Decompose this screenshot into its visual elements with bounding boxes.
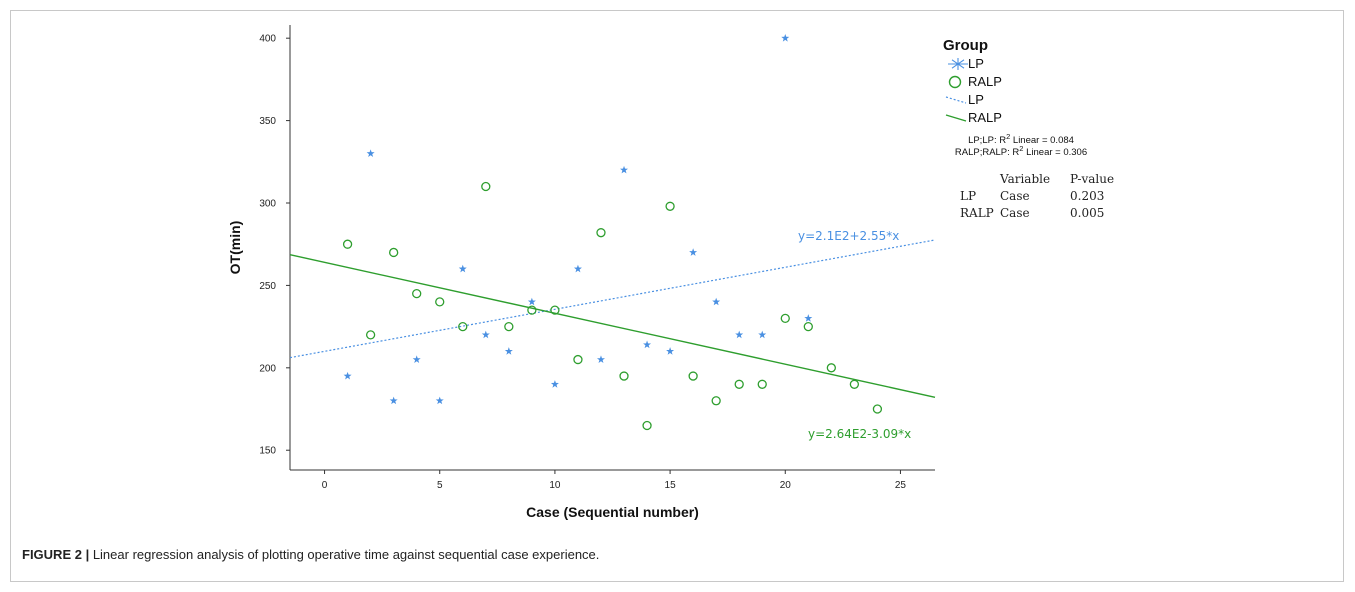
x-tick-label: 5 [437, 480, 443, 491]
point-ralp [481, 181, 491, 192]
x-tick-label: 15 [665, 480, 677, 491]
pvalue-cell: Case [1000, 189, 1030, 203]
point-ralp [389, 247, 399, 258]
y-tick-label: 300 [259, 199, 276, 210]
x-tick-label: 20 [780, 480, 792, 491]
figure-caption: FIGURE 2 | Linear regression analysis of… [22, 547, 599, 562]
legend-solid-line-icon [945, 114, 967, 122]
legend-label: LP [968, 92, 984, 107]
legend-title: Group [943, 37, 988, 54]
point-ralp [757, 379, 767, 389]
point-lp [735, 330, 744, 339]
point-ralp [780, 313, 790, 324]
legend: Group LP RALP LP RALP LP;LP: R2 Linear = 0.08… [943, 37, 1114, 220]
point-lp [643, 340, 652, 349]
point-lp [504, 347, 513, 355]
y-tick-label: 150 [259, 446, 276, 457]
point-lp [458, 264, 467, 273]
y-axis-title: OT(min) [227, 221, 243, 275]
data-points [342, 33, 883, 431]
pvalue-header: P-value [1070, 172, 1114, 186]
x-tick-label: 10 [549, 480, 561, 491]
figure-frame [10, 10, 1344, 582]
point-lp [781, 33, 790, 42]
pvalue-header: Variable [999, 172, 1050, 186]
point-ralp [711, 396, 721, 406]
fit-line-ralp [289, 254, 936, 398]
point-ralp [619, 371, 629, 381]
point-lp [712, 297, 721, 306]
point-ralp [872, 404, 883, 414]
x-tick-label: 25 [895, 480, 907, 491]
point-ralp [734, 379, 744, 389]
point-ralp [803, 321, 813, 332]
fit-lines [289, 239, 936, 398]
equation-lp: y=2.1E2+2.55*x [798, 229, 899, 243]
point-ralp [596, 228, 606, 238]
legend-dotted-line-icon [945, 96, 967, 104]
equation-ralp: y=2.64E2-3.09*x [808, 427, 911, 441]
point-ralp [550, 305, 560, 315]
pvalue-cell: Case [1000, 206, 1030, 220]
point-lp [389, 396, 398, 405]
point-ralp [365, 330, 376, 340]
point-ralp [665, 201, 675, 211]
point-ralp [573, 354, 583, 365]
chart-axes: 0 5 10 15 20 25 150 200 250 300 350 400 Case (Sequen… [227, 25, 935, 520]
point-ralp [849, 379, 860, 389]
point-lp [620, 165, 629, 174]
point-ralp [504, 321, 514, 332]
pvalue-cell: LP [960, 189, 976, 203]
chart-annotations: y=2.1E2+2.55*x y=2.64E2-3.09*x [798, 229, 911, 441]
legend-star-icon [948, 58, 968, 70]
legend-label: LP [968, 56, 984, 71]
fit-line-lp [289, 239, 936, 359]
point-lp [343, 371, 352, 380]
point-ralp [435, 297, 445, 307]
point-ralp [642, 420, 652, 431]
point-ralp [342, 239, 353, 249]
point-ralp [412, 288, 422, 299]
point-lp [689, 248, 698, 256]
point-ralp [688, 371, 698, 381]
point-lp [758, 330, 767, 339]
x-tick-label: 0 [322, 480, 328, 491]
point-lp [666, 347, 675, 355]
point-lp [527, 297, 536, 306]
pvalue-cell: RALP [960, 206, 994, 220]
point-ralp [527, 305, 537, 315]
point-ralp [458, 321, 468, 332]
point-ralp [826, 363, 836, 373]
point-lp [412, 355, 421, 363]
point-lp [550, 380, 559, 388]
legend-label: RALP [968, 74, 1002, 89]
legend-circle-icon [948, 75, 962, 89]
point-lp [596, 355, 605, 363]
pvalue-cell: 0.203 [1070, 189, 1104, 203]
point-lp [573, 264, 582, 273]
point-lp [435, 396, 444, 405]
caption-label: FIGURE 2 | [22, 547, 90, 562]
y-tick-label: 350 [259, 116, 276, 127]
legend-label: RALP [968, 110, 1002, 125]
y-tick-label: 200 [259, 363, 276, 374]
point-lp [481, 330, 490, 339]
point-lp [804, 314, 813, 322]
pvalue-cell: 0.005 [1070, 206, 1104, 220]
y-tick-label: 250 [259, 281, 276, 292]
r2-note: RALP;RALP: R2 Linear = 0.306 [955, 144, 1087, 158]
y-tick-label: 400 [259, 34, 276, 45]
caption-text: Linear regression analysis of plotting o… [89, 547, 600, 562]
x-axis-title: Case (Sequential number) [526, 504, 699, 520]
r2-note: LP;LP: R2 Linear = 0.084 [968, 132, 1074, 146]
point-lp [366, 149, 375, 157]
